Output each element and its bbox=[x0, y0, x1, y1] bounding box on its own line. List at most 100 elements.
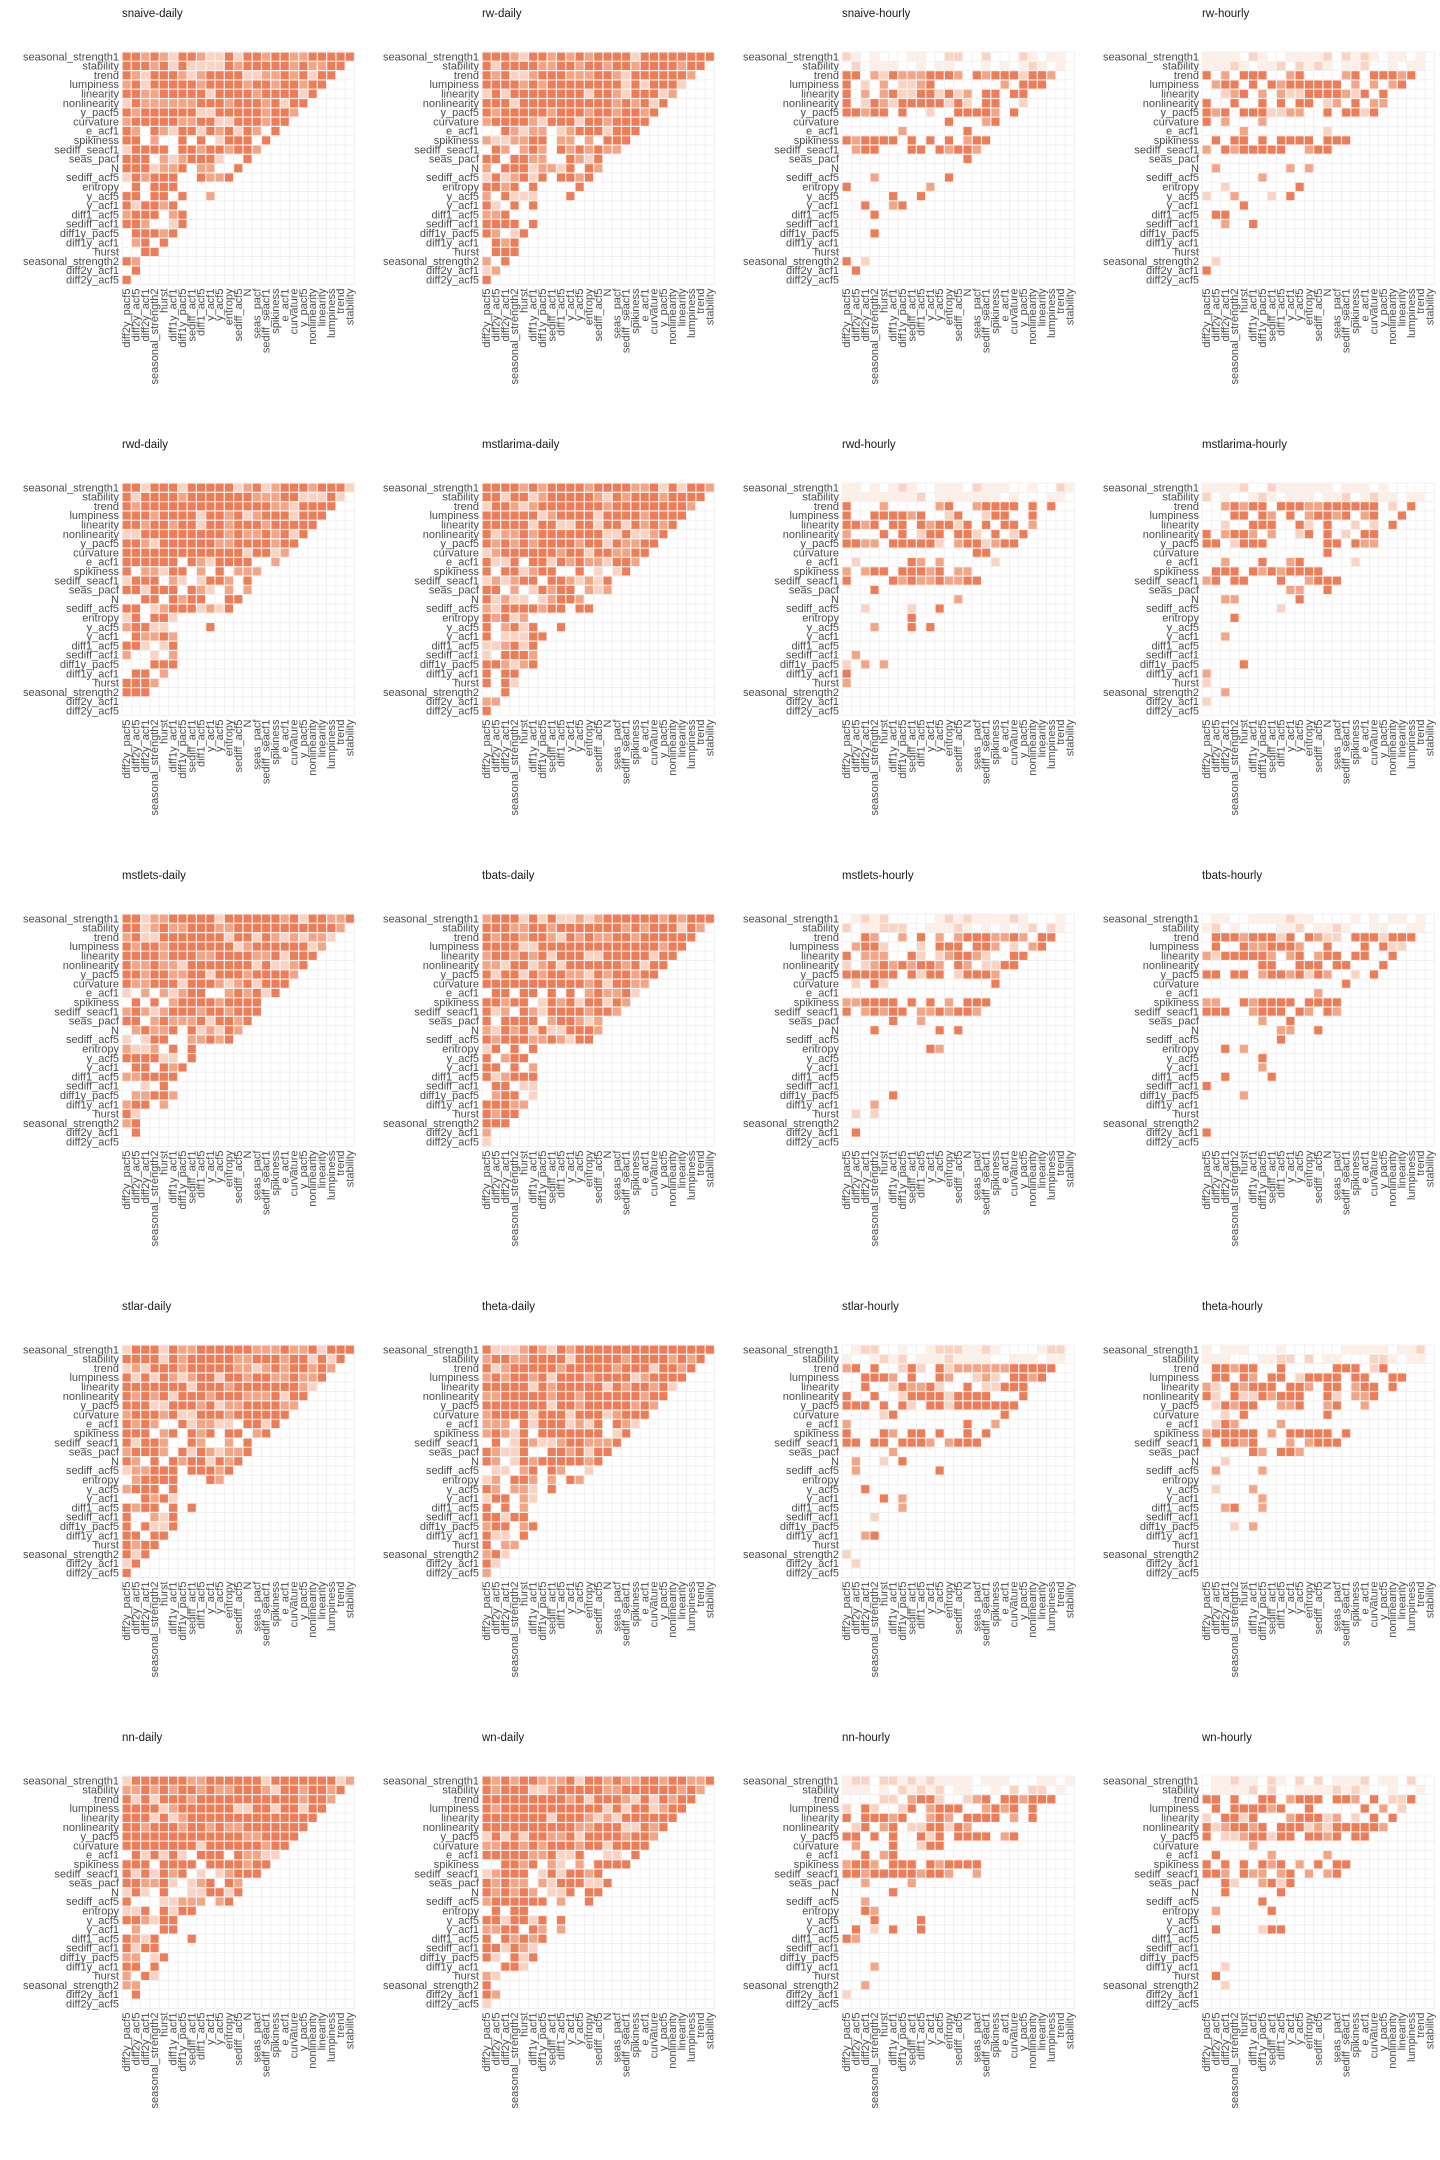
heatmap-cell bbox=[1351, 520, 1360, 529]
heatmap-cell bbox=[1388, 520, 1397, 529]
heatmap-cell bbox=[926, 970, 935, 979]
heatmap-cell bbox=[197, 1364, 206, 1373]
heatmap-cell bbox=[538, 914, 547, 923]
heatmap-cell bbox=[178, 1410, 187, 1419]
heatmap-cell bbox=[640, 511, 649, 520]
heatmap-cell bbox=[197, 1392, 206, 1401]
heatmap-cell bbox=[317, 914, 326, 923]
heatmap-cell bbox=[889, 539, 898, 548]
heatmap-cell bbox=[1370, 539, 1379, 548]
heatmap-cell bbox=[870, 923, 879, 932]
heatmap-cell bbox=[224, 604, 233, 613]
heatmap-cell bbox=[1239, 89, 1248, 98]
x-tick-label: y_acf1 bbox=[1285, 289, 1297, 321]
heatmap-cell bbox=[575, 1392, 584, 1401]
heatmap-cell bbox=[510, 52, 519, 61]
heatmap-cell bbox=[252, 951, 261, 960]
heatmap-cell bbox=[991, 108, 1000, 117]
heatmap-cell bbox=[290, 951, 299, 960]
heatmap-cell bbox=[519, 539, 528, 548]
heatmap-cell bbox=[640, 1392, 649, 1401]
heatmap-cell bbox=[861, 660, 870, 669]
heatmap-cell bbox=[501, 145, 510, 154]
heatmap-cell bbox=[926, 99, 935, 108]
y-tick-label: y_acf1 bbox=[447, 200, 479, 212]
heatmap-cell bbox=[557, 1373, 566, 1382]
heatmap-cell bbox=[631, 117, 640, 126]
heatmap-cell bbox=[677, 61, 686, 70]
x-tick-label: diff2y_acf1 bbox=[140, 1582, 152, 1635]
heatmap-cell bbox=[197, 970, 206, 979]
heatmap-cell bbox=[1028, 71, 1037, 80]
heatmap-cell bbox=[603, 80, 612, 89]
heatmap-cell bbox=[879, 99, 888, 108]
heatmap-cell bbox=[206, 127, 215, 136]
heatmap-cell bbox=[1277, 970, 1286, 979]
x-tick-label: diff2y_acf1 bbox=[500, 1582, 512, 1635]
heatmap-cell bbox=[879, 1438, 888, 1447]
heatmap-cell bbox=[631, 1382, 640, 1391]
heatmap-cell bbox=[851, 492, 860, 501]
heatmap-cell bbox=[197, 483, 206, 492]
heatmap-cell bbox=[519, 914, 528, 923]
x-tick-label: curvature bbox=[289, 1582, 301, 1628]
heatmap-cell bbox=[482, 61, 491, 70]
x-tick-label: y_acf1 bbox=[925, 289, 937, 321]
heatmap-cell bbox=[963, 1401, 972, 1410]
heatmap-cell bbox=[1388, 933, 1397, 942]
heatmap-cell bbox=[1342, 89, 1351, 98]
heatmap-cell bbox=[935, 1392, 944, 1401]
heatmap-cell bbox=[926, 576, 935, 585]
heatmap-cell bbox=[131, 1382, 140, 1391]
heatmap-cell bbox=[491, 576, 500, 585]
heatmap-cell bbox=[510, 1035, 519, 1044]
heatmap-cell bbox=[262, 61, 271, 70]
x-tick-label: sediff_acf1 bbox=[1266, 289, 1278, 342]
heatmap-cell bbox=[215, 961, 224, 970]
heatmap-cell bbox=[622, 1410, 631, 1419]
heatmap-cell bbox=[122, 1007, 131, 1016]
heatmap-cell bbox=[501, 1364, 510, 1373]
heatmap-cell bbox=[187, 1345, 196, 1354]
heatmap-cell bbox=[612, 961, 621, 970]
heatmap-cell bbox=[538, 117, 547, 126]
heatmap-cell bbox=[280, 1401, 289, 1410]
heatmap-cell bbox=[1230, 1345, 1239, 1354]
heatmap-cell bbox=[159, 567, 168, 576]
heatmap-cell bbox=[215, 1373, 224, 1382]
heatmap-cell bbox=[1342, 511, 1351, 520]
heatmap-cell bbox=[1370, 502, 1379, 511]
heatmap-cell bbox=[622, 502, 631, 511]
heatmap-cell bbox=[1230, 970, 1239, 979]
heatmap-cell bbox=[252, 127, 261, 136]
heatmap-cell bbox=[122, 1568, 131, 1577]
heatmap-cell bbox=[1267, 483, 1276, 492]
x-tick-label: trend bbox=[1055, 720, 1067, 745]
heatmap-cell bbox=[178, 576, 187, 585]
heatmap-cell bbox=[141, 1466, 150, 1475]
y-tick-label: trend bbox=[814, 501, 839, 513]
heatmap-cell bbox=[529, 1007, 538, 1016]
heatmap-cell bbox=[122, 52, 131, 61]
heatmap-cell bbox=[215, 173, 224, 182]
y-tick-label: diff2y_acf5 bbox=[66, 1136, 119, 1148]
heatmap-cell bbox=[491, 1354, 500, 1363]
heatmap-cell bbox=[197, 1354, 206, 1363]
heatmap-cell bbox=[557, 61, 566, 70]
heatmap-cell bbox=[1277, 99, 1286, 108]
heatmap-cell bbox=[594, 71, 603, 80]
heatmap-cell bbox=[150, 1091, 159, 1100]
heatmap-cell bbox=[243, 548, 252, 557]
y-tick-label: seasonal_strength1 bbox=[383, 913, 479, 925]
heatmap-cell bbox=[640, 1354, 649, 1363]
heatmap-cell bbox=[1202, 1382, 1211, 1391]
x-tick-label: curvature bbox=[649, 1151, 661, 1197]
y-tick-label: diff2y_acf5 bbox=[426, 1567, 479, 1579]
heatmap-cell bbox=[1258, 71, 1267, 80]
heatmap-cell bbox=[603, 1354, 612, 1363]
heatmap-cell bbox=[178, 220, 187, 229]
heatmap-cell bbox=[566, 136, 575, 145]
heatmap-cell bbox=[917, 1438, 926, 1447]
heatmap-cell bbox=[327, 502, 336, 511]
heatmap-cell bbox=[178, 1401, 187, 1410]
